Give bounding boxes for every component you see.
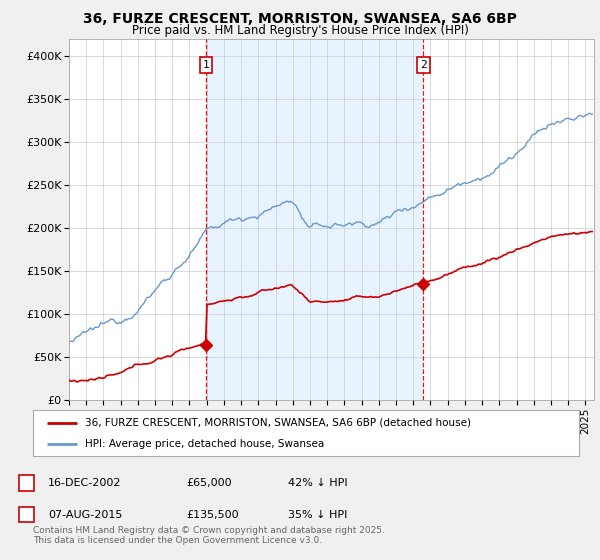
Text: HPI: Average price, detached house, Swansea: HPI: Average price, detached house, Swan… (85, 439, 324, 449)
Text: 36, FURZE CRESCENT, MORRISTON, SWANSEA, SA6 6BP (detached house): 36, FURZE CRESCENT, MORRISTON, SWANSEA, … (85, 418, 471, 428)
Text: Price paid vs. HM Land Registry's House Price Index (HPI): Price paid vs. HM Land Registry's House … (131, 24, 469, 36)
Text: 36, FURZE CRESCENT, MORRISTON, SWANSEA, SA6 6BP: 36, FURZE CRESCENT, MORRISTON, SWANSEA, … (83, 12, 517, 26)
Text: 2: 2 (420, 60, 427, 70)
Text: £135,500: £135,500 (186, 510, 239, 520)
Text: £65,000: £65,000 (186, 478, 232, 488)
Text: 16-DEC-2002: 16-DEC-2002 (48, 478, 121, 488)
Bar (206, 39, 424, 400)
Text: 1: 1 (203, 60, 209, 70)
Text: 35% ↓ HPI: 35% ↓ HPI (288, 510, 347, 520)
Text: 1: 1 (23, 478, 30, 488)
Text: 42% ↓ HPI: 42% ↓ HPI (288, 478, 347, 488)
Text: 2: 2 (23, 510, 30, 520)
Text: 07-AUG-2015: 07-AUG-2015 (48, 510, 122, 520)
Text: Contains HM Land Registry data © Crown copyright and database right 2025.
This d: Contains HM Land Registry data © Crown c… (33, 526, 385, 545)
